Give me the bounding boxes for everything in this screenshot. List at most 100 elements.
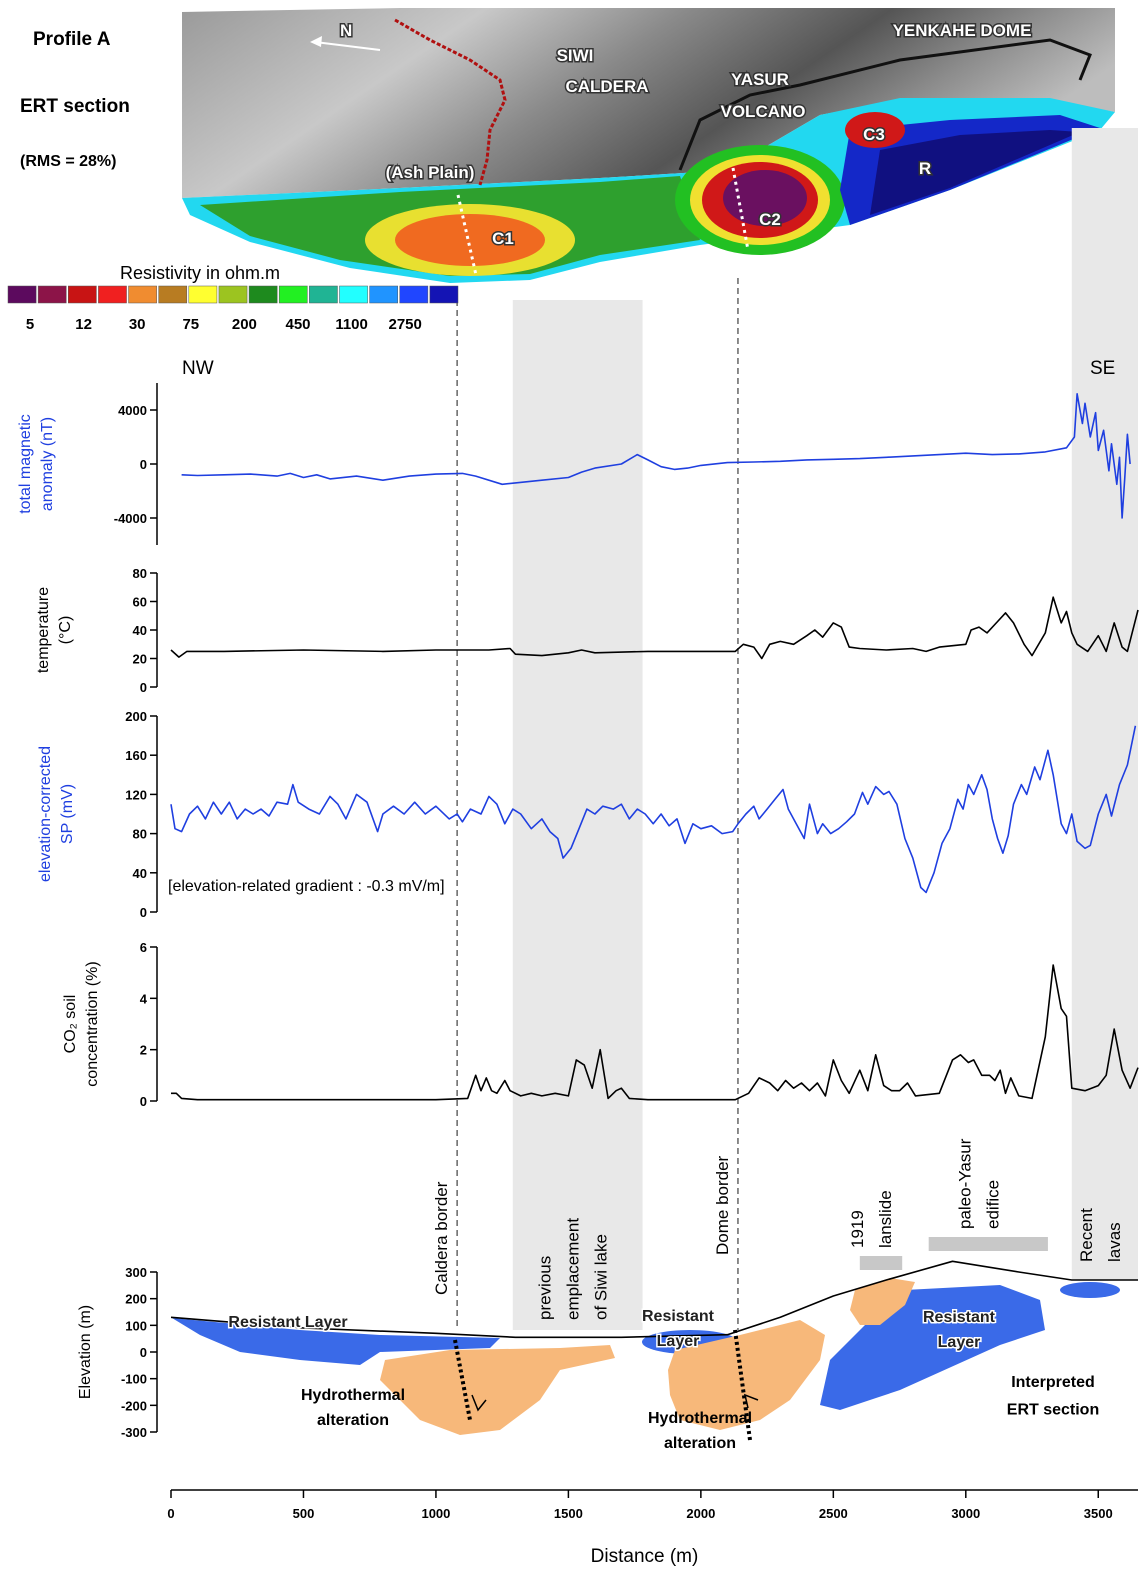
direction-label: SE [1090, 358, 1115, 379]
data-line [181, 393, 1131, 519]
colorbar-swatch [309, 285, 338, 304]
y-tick-label: -300 [121, 1425, 147, 1440]
colorbar-title: Resistivity in ohm.m [120, 263, 280, 283]
x-tick-label: 1000 [421, 1506, 450, 1521]
y-axis-label: SP (mV) [59, 784, 76, 844]
y-tick-label: 2 [140, 1043, 147, 1058]
alteration [380, 1345, 615, 1435]
x-tick-label: 2000 [686, 1506, 715, 1521]
y-axis-label: (°C) [57, 616, 74, 645]
zone-label: edifice [983, 1180, 1002, 1229]
x-tick-label: 0 [167, 1506, 174, 1521]
section-annotation: alteration [664, 1435, 736, 1452]
y-tick-label: 0 [140, 905, 147, 920]
section-annotation: Resistant [923, 1309, 996, 1326]
data-line [170, 725, 1137, 894]
y-tick-label: 80 [133, 827, 147, 842]
colorbar-swatch [158, 285, 188, 304]
colorbar-swatch [7, 285, 37, 304]
x-tick-label: 3000 [951, 1506, 980, 1521]
colorbar-swatch [278, 285, 308, 304]
zone-label: lavas [1105, 1222, 1124, 1262]
y-tick-label: 0 [140, 1345, 147, 1360]
colorbar-swatch [369, 285, 398, 304]
x-axis-label: Distance (m) [591, 1546, 699, 1567]
y-tick-label: 20 [133, 652, 147, 667]
zone-label: emplacement [564, 1218, 583, 1320]
rms-label: (RMS = 28%) [20, 153, 116, 170]
direction-label: NW [182, 358, 214, 379]
y-axis-label: CO₂ soil [62, 995, 79, 1054]
y-tick-label: 4000 [118, 403, 147, 418]
zone-label: paleo-Yasur [955, 1138, 974, 1229]
section-annotation: Interpreted [1011, 1374, 1095, 1391]
annotation: [elevation-related gradient : -0.3 mV/m] [168, 878, 445, 895]
alteration [668, 1320, 825, 1430]
zone-label: Recent [1077, 1208, 1096, 1262]
anomaly-label: C2 [759, 210, 781, 229]
colorbar-label: 450 [285, 316, 310, 333]
ert-navy [870, 130, 1080, 215]
y-axis-label: elevation-corrected [37, 746, 54, 882]
ert-purple [723, 170, 807, 226]
place-label: YENKAHE DOME [893, 21, 1032, 40]
y-tick-label: 200 [125, 1292, 147, 1307]
zone-bar [859, 1256, 903, 1270]
colorbar-label: 1100 [335, 316, 368, 333]
section-annotation: Layer [657, 1333, 700, 1350]
place-label: (Ash Plain) [386, 163, 475, 182]
colorbar-swatch [98, 285, 127, 304]
zone-label: 1919 [848, 1210, 867, 1248]
colorbar-swatch [248, 285, 278, 304]
section-annotation: Hydrothermal [301, 1387, 405, 1404]
y-tick-label: -200 [121, 1398, 147, 1413]
y-axis-label: temperature [35, 587, 52, 673]
zone-bar [928, 1237, 1048, 1251]
interpretation-shapes [172, 1278, 1120, 1441]
resistant-layer [172, 1318, 500, 1365]
data-line [170, 1260, 1138, 1339]
fault-arrow [471, 1394, 487, 1412]
fault [453, 1339, 472, 1421]
border-label: Dome border [713, 1155, 732, 1255]
place-label: YASUR [731, 70, 789, 89]
dome-trace [678, 38, 1092, 171]
y-tick-label: 80 [133, 566, 147, 581]
shaded-band [1071, 128, 1138, 1280]
place-label: CALDERA [565, 77, 648, 96]
y-tick-label: 200 [125, 709, 147, 724]
y-tick-label: 4 [140, 991, 148, 1006]
colorbar-label: 30 [129, 316, 146, 333]
place-label: VOLCANO [721, 102, 806, 121]
y-tick-label: 0 [140, 1094, 147, 1109]
colorbar-swatch [218, 285, 248, 304]
y-tick-label: 100 [125, 1318, 147, 1333]
x-tick-label: 500 [293, 1506, 315, 1521]
y-tick-label: -4000 [114, 511, 147, 526]
anomaly-label: C3 [863, 125, 885, 144]
y-tick-label: -100 [121, 1372, 147, 1387]
caldera-trace [394, 18, 507, 186]
colorbar-swatch [188, 285, 218, 304]
y-tick-label: 60 [133, 595, 147, 610]
y-axis-label: concentration (%) [84, 961, 101, 1086]
resistant-layer [1060, 1282, 1120, 1298]
y-axis-label: anomaly (nT) [39, 417, 56, 511]
section-annotation: Resistant [642, 1308, 715, 1325]
y-tick-label: 40 [133, 623, 147, 638]
anomaly-label: R [919, 159, 931, 178]
fault [733, 1329, 752, 1441]
section-annotation: alteration [317, 1412, 389, 1429]
section-annotation: Layer [938, 1334, 981, 1351]
y-axis-label: Elevation (m) [77, 1305, 94, 1399]
colorbar-label: 12 [75, 316, 92, 333]
x-tick-label: 2500 [819, 1506, 848, 1521]
anomaly-label: C1 [492, 229, 514, 248]
section-annotation: Hydrothermal [648, 1410, 752, 1427]
colorbar-swatch [429, 285, 459, 304]
colorbar-label: 5 [26, 316, 34, 333]
y-tick-label: 40 [133, 866, 147, 881]
profile-label: Profile A [33, 29, 111, 50]
section-annotation: Resistant Layer [228, 1314, 347, 1331]
